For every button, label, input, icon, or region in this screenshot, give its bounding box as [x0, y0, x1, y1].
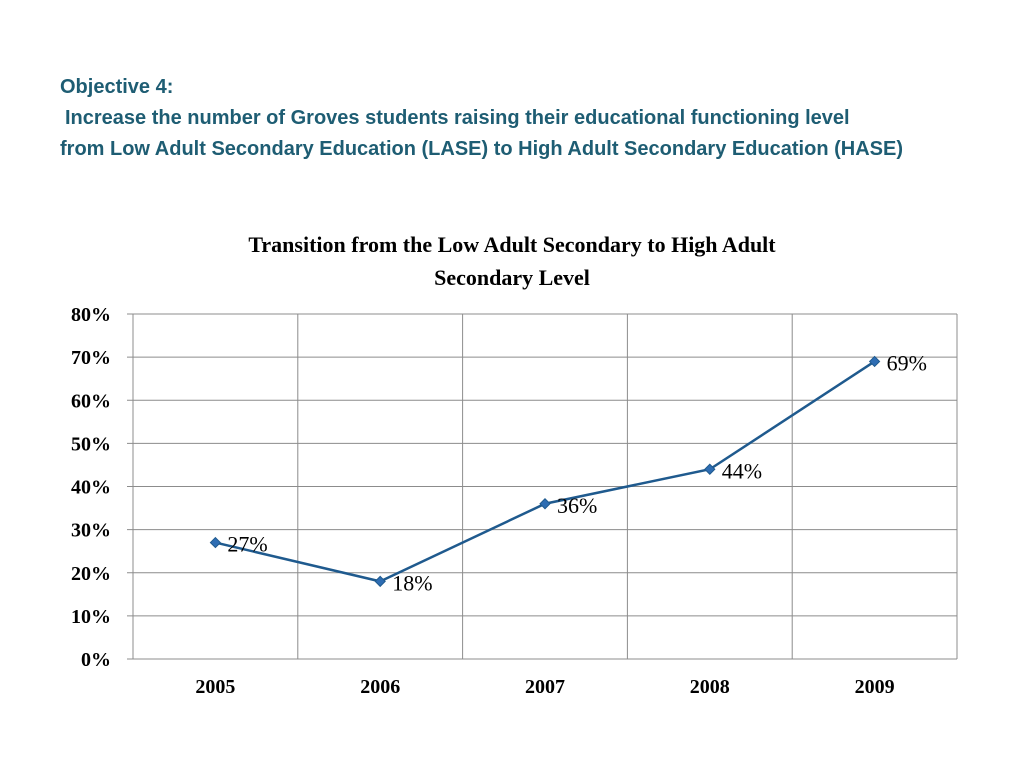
- data-label: 36%: [557, 493, 597, 518]
- chart-axes: 0% 10% 20% 30% 40% 50% 60% 70% 80% 2005 2006 2007 20…: [71, 304, 957, 698]
- chart-data-labels: 27% 18% 36% 44% 69%: [227, 350, 927, 595]
- objective-line-2: from Low Adult Secondary Education (LASE…: [60, 138, 903, 160]
- data-point-marker: [868, 355, 881, 368]
- chart-grid: [133, 313, 958, 659]
- data-point-marker: [539, 498, 551, 510]
- data-point-marker: [704, 463, 716, 475]
- objective-line-1: Increase the number of Groves students r…: [65, 107, 850, 129]
- x-tick-label: 2008: [690, 676, 730, 698]
- data-point-marker: [209, 536, 222, 549]
- x-tick-label: 2005: [195, 676, 235, 698]
- y-tick-label: 0%: [81, 649, 111, 671]
- chart-title-line: Transition from the Low Adult Secondary …: [248, 232, 776, 257]
- chart-title-line: Secondary Level: [434, 265, 590, 290]
- objective-label: Objective 4:: [60, 76, 174, 98]
- y-tick-label: 20%: [71, 563, 111, 585]
- x-tick-label: 2006: [360, 676, 400, 698]
- series-line: [215, 360, 876, 583]
- y-tick-label: 30%: [71, 520, 111, 542]
- y-tick-label: 80%: [71, 304, 111, 326]
- data-point-marker: [374, 575, 386, 588]
- chart-title: Transition from the Low Adult Secondary …: [248, 232, 776, 290]
- y-tick-label: 50%: [71, 433, 111, 455]
- y-tick-label: 60%: [71, 390, 111, 412]
- data-label: 27%: [227, 532, 267, 557]
- y-tick-label: 40%: [71, 477, 111, 499]
- data-label: 69%: [887, 350, 927, 375]
- x-tick-label: 2009: [855, 676, 895, 698]
- y-tick-label: 70%: [71, 347, 111, 369]
- y-tick-label: 10%: [71, 606, 111, 628]
- x-tick-label: 2007: [525, 676, 565, 698]
- chart-series: [209, 355, 881, 588]
- objective-heading: Objective 4: Increase the number of Grov…: [60, 72, 1010, 165]
- data-label: 18%: [392, 570, 432, 595]
- data-label: 44%: [722, 458, 762, 483]
